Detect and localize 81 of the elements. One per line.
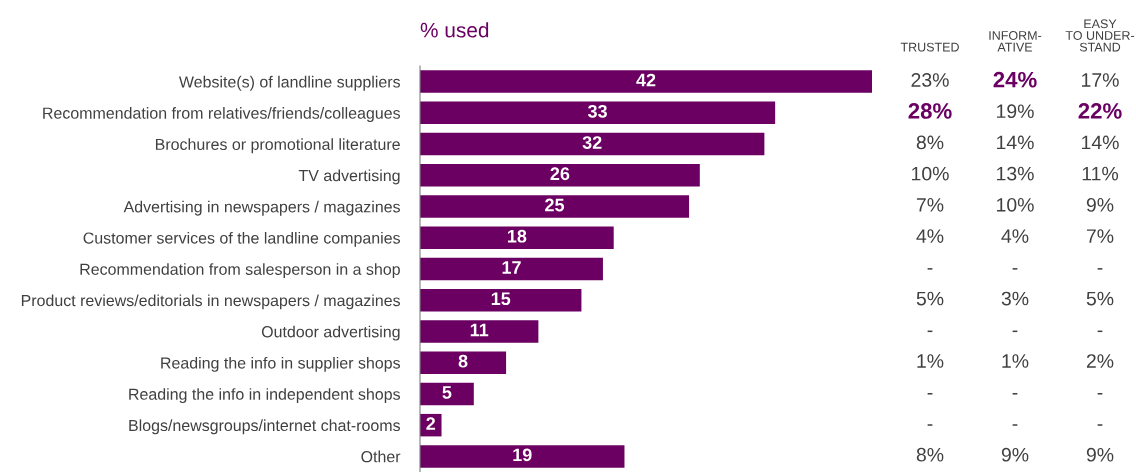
text: 23% bbox=[911, 73, 949, 87]
text: 9% bbox=[1086, 447, 1114, 462]
text: 24% bbox=[993, 71, 1037, 88]
data-label: 32 bbox=[582, 136, 602, 149]
bar bbox=[420, 257, 603, 281]
bar bbox=[420, 288, 582, 312]
text: - bbox=[1097, 393, 1103, 395]
bar bbox=[420, 195, 690, 218]
text: - bbox=[927, 424, 933, 426]
text: - bbox=[1097, 268, 1103, 270]
bar bbox=[420, 132, 765, 156]
text: 17% bbox=[1082, 73, 1119, 87]
text: 14% bbox=[997, 135, 1034, 150]
data-label: 8 bbox=[458, 354, 468, 368]
y-tick-label: Other bbox=[361, 450, 401, 463]
y-tick-label: Blogs/newsgroups/internet chat-rooms bbox=[129, 419, 400, 435]
y-tick-label: Website(s) of landline suppliers bbox=[178, 75, 400, 91]
text: 14% bbox=[1082, 135, 1119, 150]
bar bbox=[420, 445, 625, 468]
text: 13% bbox=[997, 166, 1034, 181]
text: 22% bbox=[1078, 103, 1122, 119]
y-tick-label: Recommendation from salesperson in a shop bbox=[80, 263, 400, 279]
chart-title: % used bbox=[420, 22, 489, 38]
text: 5% bbox=[916, 291, 944, 306]
y-tick-label: Reading the info in supplier shops bbox=[161, 356, 400, 372]
y-tick-label: Product reviews/editorials in newspapers / magazines bbox=[21, 294, 400, 310]
text: - bbox=[1012, 330, 1018, 333]
text: 8% bbox=[916, 447, 944, 462]
text: - bbox=[1012, 424, 1018, 426]
text: TRUSTED bbox=[900, 42, 959, 52]
data-label: 42 bbox=[636, 73, 656, 87]
text: 4% bbox=[1001, 229, 1029, 243]
text: 11% bbox=[1082, 166, 1119, 181]
text: 7% bbox=[1086, 229, 1114, 243]
data-label: 26 bbox=[550, 167, 570, 181]
text: 1% bbox=[917, 354, 944, 368]
text: 8% bbox=[916, 135, 944, 150]
bar bbox=[420, 226, 614, 250]
data-label: 5 bbox=[442, 386, 452, 399]
y-tick-label: Brochures or promotional literature bbox=[155, 138, 400, 154]
text: 4% bbox=[916, 229, 944, 243]
text: 1% bbox=[1002, 354, 1029, 368]
text: 2% bbox=[1086, 354, 1114, 368]
data-label: 18 bbox=[507, 229, 527, 243]
bar bbox=[420, 164, 700, 187]
text: - bbox=[1012, 393, 1018, 395]
bar bbox=[420, 351, 507, 374]
data-label: 33 bbox=[587, 104, 607, 118]
text: 28% bbox=[908, 103, 952, 119]
data-label: 15 bbox=[491, 292, 511, 306]
data-label: 19 bbox=[513, 448, 532, 462]
text: INFORM- ATIVE bbox=[989, 31, 1042, 52]
y-tick-label: Recommendation from relatives/friends/colleagues bbox=[43, 107, 400, 122]
text: - bbox=[927, 393, 933, 395]
y-tick-label: TV advertising bbox=[298, 169, 400, 185]
text: 5% bbox=[1086, 291, 1114, 306]
text: 9% bbox=[1001, 447, 1029, 462]
data-label: 11 bbox=[470, 323, 489, 337]
y-tick-label: Advertising in newspapers / magazines bbox=[123, 200, 400, 216]
y-tick-label: Reading the info in independent shops bbox=[129, 388, 400, 404]
text: 10% bbox=[997, 197, 1034, 212]
data-label: 25 bbox=[545, 198, 565, 212]
bar bbox=[420, 70, 872, 93]
text: 3% bbox=[1001, 291, 1029, 306]
data-label: 17 bbox=[502, 261, 521, 274]
text: - bbox=[1097, 424, 1103, 426]
y-tick-label: Outdoor advertising bbox=[261, 325, 400, 341]
text: EASY TO UNDER- STAND bbox=[1065, 19, 1135, 52]
data-label: 2 bbox=[426, 417, 436, 430]
text: - bbox=[927, 268, 933, 270]
text: 9% bbox=[1086, 197, 1114, 212]
text: 7% bbox=[916, 198, 944, 212]
text: - bbox=[1097, 330, 1103, 333]
text: - bbox=[927, 330, 933, 333]
y-tick-label: Customer services of the landline companies bbox=[83, 231, 400, 247]
bar bbox=[420, 382, 474, 406]
text: - bbox=[1012, 268, 1018, 270]
text: 10% bbox=[912, 166, 949, 181]
text: 19% bbox=[997, 104, 1034, 119]
bar bbox=[420, 101, 776, 125]
bar bbox=[420, 320, 539, 343]
